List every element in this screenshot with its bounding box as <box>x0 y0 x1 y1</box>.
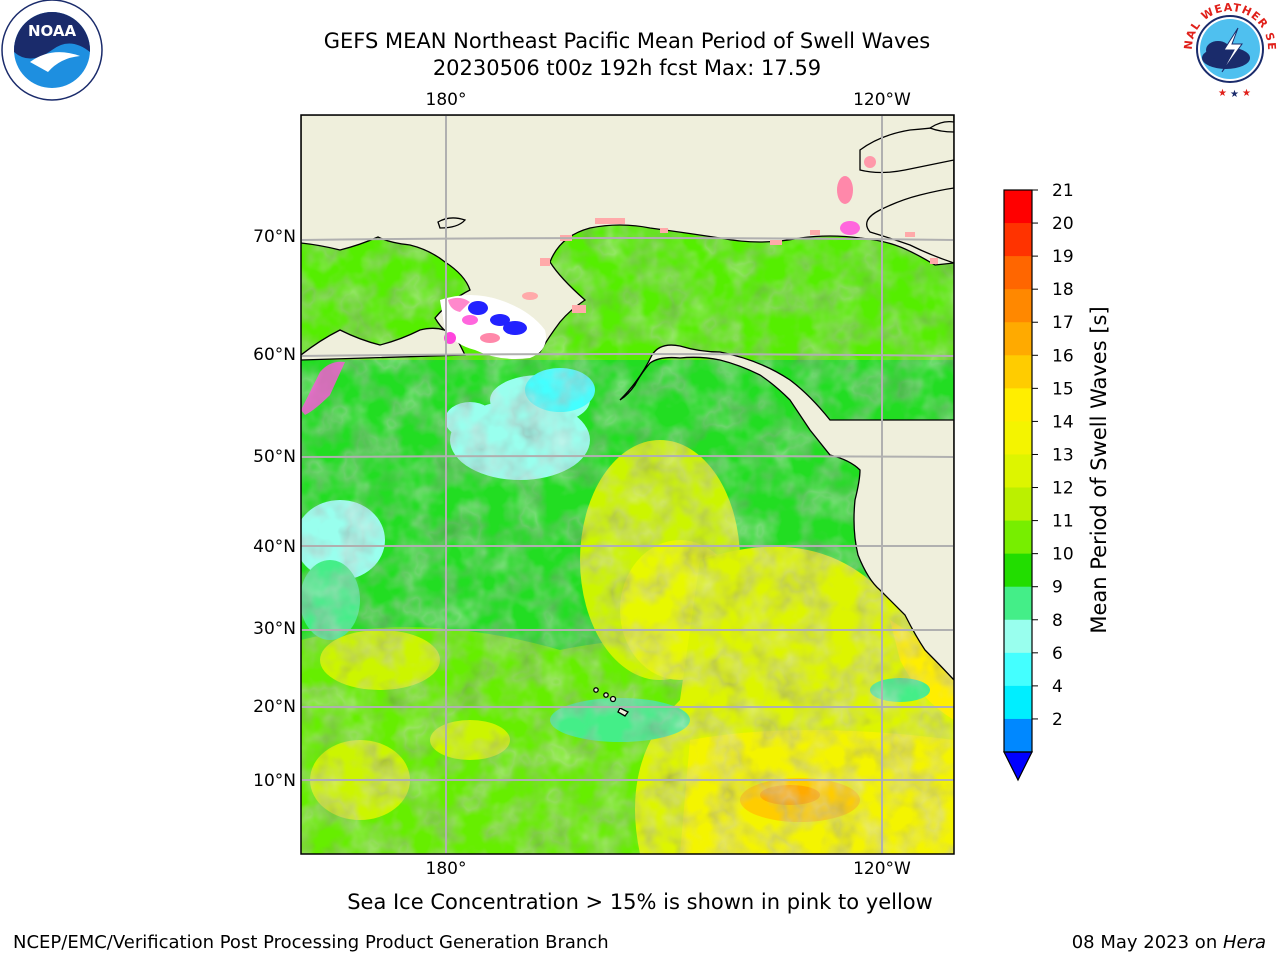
lat-label-60n: 60°N <box>253 345 296 365</box>
colorbar-tick-label: 14 <box>1052 412 1074 432</box>
colorbar-segment <box>1004 586 1032 621</box>
colorbar-tick-label: 9 <box>1052 578 1063 598</box>
colorbar-segment <box>1004 718 1032 753</box>
colorbar-tick-label: 2 <box>1052 710 1063 730</box>
colorbar-segment <box>1004 322 1032 356</box>
chart-title: GEFS MEAN Northeast Pacific Mean Period … <box>323 29 931 53</box>
colorbar-label: Mean Period of Swell Waves [s] <box>1087 306 1111 633</box>
colorbar-tick-label: 19 <box>1052 247 1074 267</box>
colorbar-tick-label: 11 <box>1052 512 1074 532</box>
colorbar-segment <box>1004 421 1032 455</box>
colorbar-tick-label: 17 <box>1052 313 1074 333</box>
colorbar-tick-label: 8 <box>1052 611 1063 631</box>
colorbar-tick-label: 6 <box>1052 644 1063 664</box>
colorbar-frame <box>1003 189 1033 753</box>
colorbar-tick-label: 21 <box>1052 181 1074 201</box>
lat-label-20n: 20°N <box>253 697 296 717</box>
colorbar-segment <box>1004 355 1032 389</box>
colorbar-tick-label: 4 <box>1052 677 1063 697</box>
colorbar-segment <box>1004 685 1032 720</box>
colorbar-segment <box>1004 388 1032 422</box>
colorbar-segment <box>1004 223 1032 257</box>
colorbar-segment <box>1004 619 1032 654</box>
footer-date-text: 08 May 2023 on <box>1071 932 1223 953</box>
lat-label-40n: 40°N <box>253 537 296 557</box>
footer-host: Hera <box>1222 932 1266 953</box>
colorbar-segment <box>1004 454 1032 489</box>
lat-label-10n: 10°N <box>253 771 296 791</box>
lon-label-bottom-180: 180° <box>426 859 467 879</box>
colorbar-segment <box>1004 289 1032 323</box>
lat-label-70n: 70°N <box>253 227 296 247</box>
caption: Sea Ice Concentration > 15% is shown in … <box>347 890 933 914</box>
colorbar-segment <box>1004 256 1032 290</box>
svg-text:★: ★ <box>1242 88 1251 99</box>
map-area <box>301 115 954 854</box>
colorbar-segment <box>1004 190 1032 224</box>
lat-label-50n: 50°N <box>253 447 296 467</box>
lon-label-top-120w: 120°W <box>853 90 911 110</box>
colorbar-tick-label: 16 <box>1052 346 1074 366</box>
colorbar-tick-label: 10 <box>1052 545 1074 565</box>
nws-logo: NATIONAL WEATHER SERVICE ★ ★ ★ <box>1178 0 1277 100</box>
colorbar-under-triangle <box>1003 751 1033 782</box>
graticule <box>301 115 954 854</box>
noaa-logo-text: NOAA <box>28 22 77 40</box>
colorbar-tick-label: 13 <box>1052 445 1074 465</box>
colorbar-tick-label: 18 <box>1052 280 1074 300</box>
svg-text:★: ★ <box>1218 88 1227 99</box>
lat-label-30n: 30°N <box>253 619 296 639</box>
colorbar-tick-label: 12 <box>1052 479 1074 499</box>
lon-label-top-180: 180° <box>426 90 467 110</box>
lon-label-bottom-120w: 120°W <box>853 859 911 879</box>
colorbar-segment <box>1004 652 1032 687</box>
colorbar-segment <box>1004 553 1032 588</box>
svg-text:★: ★ <box>1230 89 1239 100</box>
map-frame <box>300 114 955 855</box>
colorbar: 21 20 19 18 17 16 15 14 13 12 11 10 9 8 6 4 2 <box>1003 181 1074 782</box>
colorbar-segment <box>1004 487 1032 522</box>
colorbar-segment <box>1004 520 1032 555</box>
noaa-logo: NOAA <box>1 0 103 101</box>
footer-credit: NCEP/EMC/Verification Post Processing Pr… <box>13 932 609 953</box>
sea-ice <box>301 156 938 415</box>
colorbar-tick-label: 20 <box>1052 214 1074 234</box>
chart-subtitle: 20230506 t00z 192h fcst Max: 17.59 <box>432 56 822 80</box>
footer-date: 08 May 2023 on Hera <box>1072 932 1266 953</box>
colorbar-tick-label: 15 <box>1052 379 1074 399</box>
